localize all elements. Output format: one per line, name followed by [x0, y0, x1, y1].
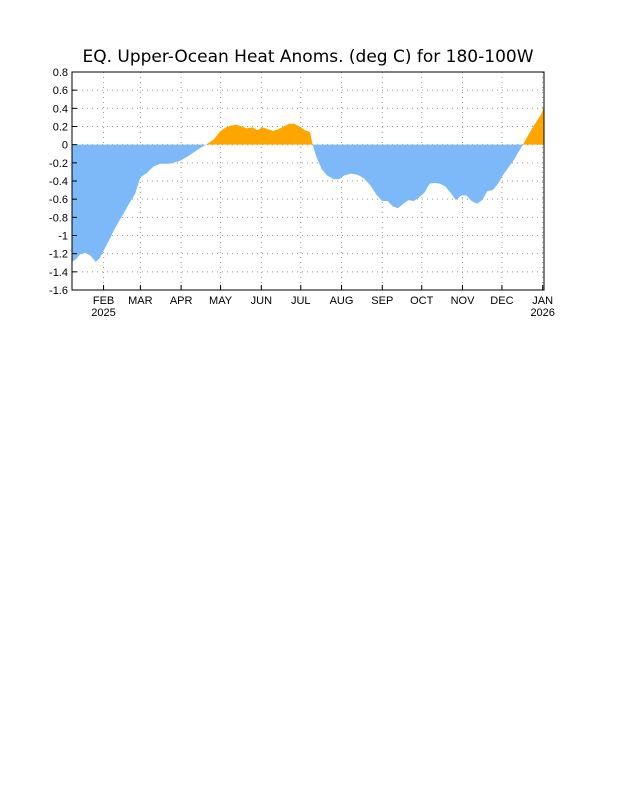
y-tick-label: -1.2	[49, 249, 68, 261]
y-tick-label: -0.4	[49, 176, 68, 188]
x-tick-label: MAY	[209, 295, 233, 307]
y-tick-label: 0.6	[53, 85, 68, 97]
x-tick-label: JAN	[532, 295, 553, 307]
plot-frame	[71, 71, 545, 291]
anomaly-area	[72, 106, 544, 262]
x-tick-label: AUG	[330, 295, 354, 307]
x-tick-label: DEC	[490, 295, 513, 307]
x-tick-label: SEP	[371, 295, 393, 307]
y-tick-label: 0.4	[53, 103, 68, 115]
x-tick-label: FEB	[93, 295, 114, 307]
axes: 0.8 0.6 0.4 0.2 0 -0.2 -0.4 -0.6 -0.8 -1 -1.2 -1.4 -…	[49, 67, 555, 319]
y-tick-label: -1.6	[49, 285, 68, 297]
x-tick-label: OCT	[410, 295, 434, 307]
y-tick-label: -0.6	[49, 194, 68, 206]
x-tick-year-label: 2026	[530, 307, 554, 319]
y-tick-label: -1.4	[49, 267, 68, 279]
x-tick-label: JUL	[291, 295, 311, 307]
y-tick-label: 0	[62, 140, 68, 152]
x-tick-label: JUN	[251, 295, 272, 307]
y-tick-label: -0.8	[49, 212, 68, 224]
x-tick-year-label: 2025	[91, 307, 115, 319]
x-tick-label: NOV	[451, 295, 476, 307]
negative-anomaly-area	[72, 144, 544, 262]
y-tick-label: 0.8	[53, 67, 68, 79]
x-tick-label: APR	[170, 295, 193, 307]
chart-title: EQ. Upper-Ocean Heat Anoms. (deg C) for …	[82, 47, 533, 67]
positive-anomaly-area	[72, 106, 544, 145]
x-tick-label: MAR	[128, 295, 153, 307]
y-tick-label: -0.2	[49, 158, 68, 170]
y-tick-label: 0.2	[53, 122, 68, 134]
y-tick-label: -1	[58, 231, 68, 243]
